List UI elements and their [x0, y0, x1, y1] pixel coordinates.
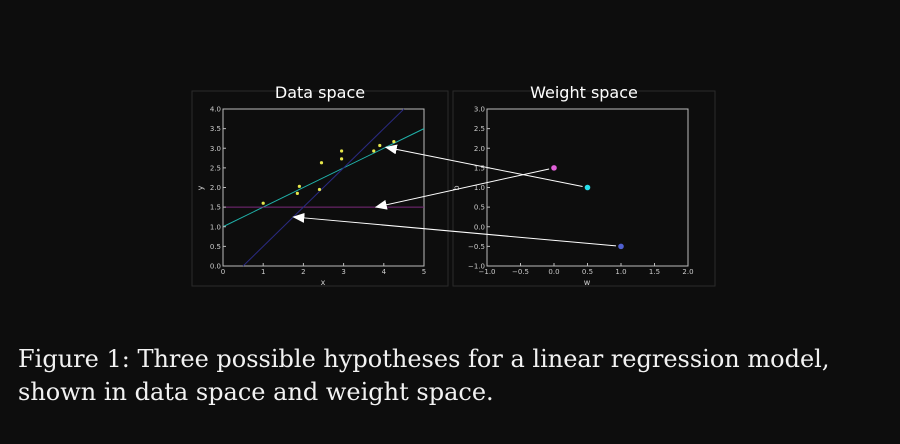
data-space-y-tick-label: 1.5: [210, 204, 221, 212]
data-space-x-tick-label: 0: [221, 268, 225, 276]
weight-point-2: [551, 165, 557, 171]
data-space-y-tick-label: 1.0: [210, 223, 221, 231]
weight-space-x-tick-label: −0.5: [512, 268, 529, 276]
weight-space-x-ticks: −1.0 −0.5 0.0 0.5 1.0 1.5 2.0: [479, 263, 694, 276]
data-point: [297, 184, 301, 188]
data-point: [339, 157, 344, 161]
data-space-y-tick-label: 0.0: [210, 263, 221, 271]
arrow-2: [374, 168, 550, 210]
data-space-ylabel: y: [196, 185, 205, 190]
data-space-y-tick-label: 2.0: [210, 184, 221, 192]
data-point: [317, 187, 322, 192]
data-space-x-tick-label: 5: [422, 268, 426, 276]
weight-space-y-tick-label: 2.5: [474, 125, 485, 133]
data-space-x-tick-label: 2: [301, 268, 305, 276]
weight-space-panel: −1.0 −0.5 0.0 0.5 1.0 1.5 2.0 −1.0 −0.5 0.0 0.5 1.…: [452, 83, 694, 287]
data-space-title: Data space: [275, 83, 365, 102]
data-space-x-tick-label: 3: [341, 268, 345, 276]
data-point: [261, 201, 265, 205]
weight-space-y-tick-label: 1.5: [474, 164, 485, 172]
weight-space-frame: [452, 90, 716, 287]
data-point: [295, 191, 299, 195]
data-point: [319, 161, 324, 165]
caption-text: Three possible hypotheses for a linear r…: [18, 345, 830, 406]
hypothesis-arrows: [292, 144, 617, 247]
weight-space-y-tick-label: −0.5: [468, 243, 485, 251]
weight-space-ylabel: b: [452, 185, 461, 190]
weight-space-y-tick-label: −1.0: [468, 263, 485, 271]
data-space-y-tick-label: 3.0: [210, 145, 221, 153]
data-point: [392, 139, 396, 144]
weight-space-x-tick-label: 0.0: [548, 268, 559, 276]
weight-space-x-tick-label: 1.0: [615, 268, 626, 276]
arrow-1: [384, 144, 583, 188]
data-space-x-ticks: 0 1 2 3 4 5: [221, 263, 426, 276]
weight-space-x-tick-label: 0.5: [582, 268, 593, 276]
data-space-x-tick-label: 4: [382, 268, 387, 276]
figure-caption: Figure 1: Three possible hypotheses for …: [18, 343, 890, 409]
weight-point-3: [618, 243, 624, 250]
weight-space-title: Weight space: [530, 83, 638, 102]
figure: 0 1 2 3 4 5 0.0 0.5 1.0 1.5 2.0 2.5 3.0 3.5 4.0 Data …: [191, 83, 716, 287]
weight-space-x-tick-label: −1.0: [479, 268, 496, 276]
hypothesis-line-3: [242, 108, 405, 267]
data-space-frame: [191, 90, 449, 287]
arrow-3: [292, 212, 617, 247]
hypothesis-line-1: [222, 128, 425, 228]
data-space-panel: 0 1 2 3 4 5 0.0 0.5 1.0 1.5 2.0 2.5 3.0 3.5 4.0 Data …: [196, 83, 426, 287]
data-point: [372, 149, 376, 153]
data-space-y-tick-label: 2.5: [210, 164, 221, 172]
data-space-y-tick-label: 0.5: [210, 243, 221, 251]
data-space-points: [261, 139, 396, 205]
data-space-x-tick-label: 1: [261, 268, 265, 276]
data-space-lines: [222, 108, 425, 267]
data-point: [378, 143, 382, 148]
weight-space-y-tick-label: 2.0: [474, 145, 485, 153]
weight-space-points: [551, 165, 624, 250]
data-space-y-ticks: 0.0 0.5 1.0 1.5 2.0 2.5 3.0 3.5 4.0: [210, 106, 226, 271]
caption-label: Figure 1:: [18, 345, 130, 373]
weight-point-1: [584, 184, 591, 191]
weight-space-y-tick-label: 0.0: [474, 223, 485, 231]
weight-space-xlabel: w: [584, 278, 591, 287]
data-space-xlabel: x: [321, 278, 326, 287]
weight-space-x-tick-label: 1.5: [649, 268, 660, 276]
weight-space-y-tick-label: 3.0: [474, 106, 485, 114]
weight-space-y-tick-label: 0.5: [474, 204, 485, 212]
data-point: [339, 149, 344, 153]
data-space-y-tick-label: 3.5: [210, 125, 221, 133]
weight-space-x-tick-label: 2.0: [682, 268, 693, 276]
weight-space-y-tick-label: 1.0: [474, 184, 485, 192]
data-space-y-tick-label: 4.0: [210, 106, 221, 114]
weight-space-y-ticks: −1.0 −0.5 0.0 0.5 1.0 1.5 2.0 2.5 3.0: [468, 106, 490, 271]
